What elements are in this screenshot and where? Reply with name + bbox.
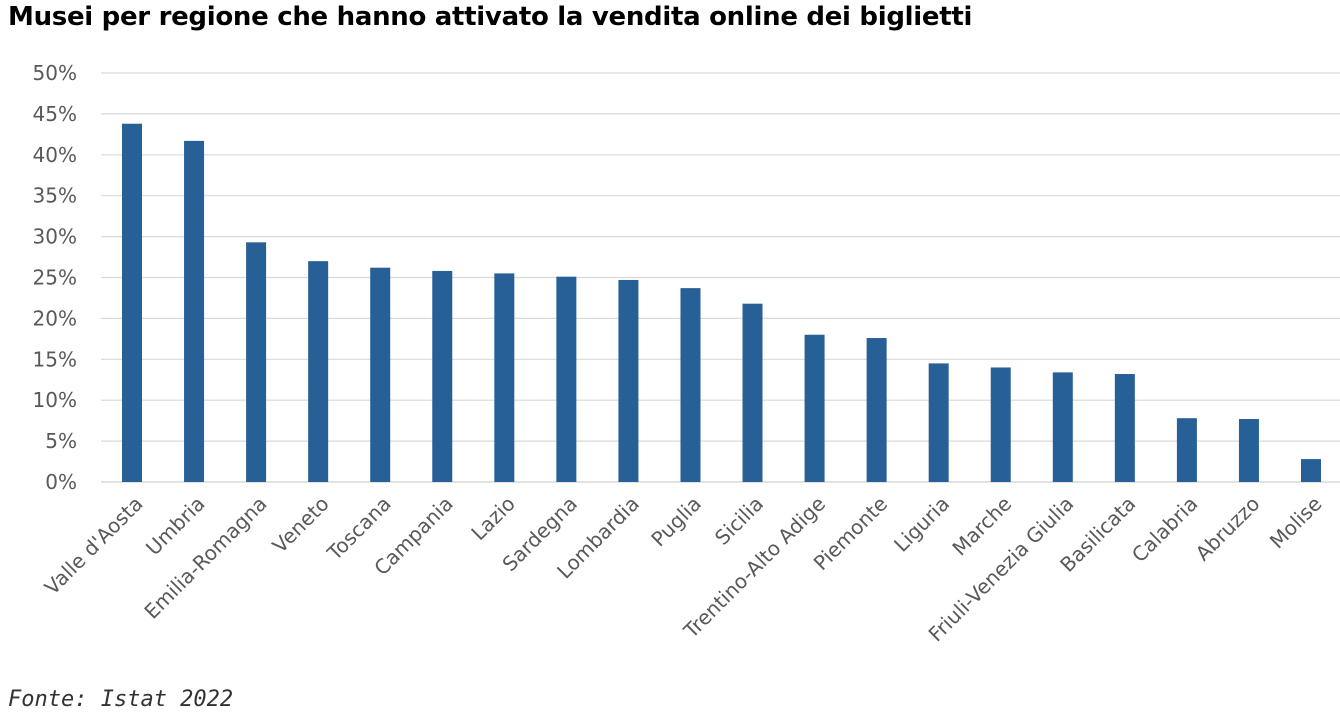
y-tick-label: 20% [33,306,77,330]
bar [1176,418,1197,482]
y-tick-label: 25% [33,266,77,290]
y-tick-label: 0% [45,470,77,494]
bars [122,123,1321,483]
bar-chart: 0% 5% 10% 15% 20% 25% 30% 35% 40% 45% 50% Valle d'… [33,61,1340,647]
y-tick-label: 15% [33,347,77,371]
bar [866,338,887,482]
bar [1238,419,1259,482]
bar [680,288,701,482]
x-tick-label: Sicilia [710,492,768,550]
x-tick-label: Calabria [1127,492,1202,567]
bar [432,270,453,482]
x-tick-label: Molise [1265,492,1327,554]
x-tick-label: Abruzzo [1191,492,1265,566]
bar [494,273,515,482]
bar [370,267,391,482]
bar [556,276,577,482]
source-note: Fonte: Istat 2022 [8,687,234,712]
gridlines [101,72,1340,483]
y-tick-label: 50% [33,61,77,85]
bar [184,140,205,483]
bar [990,367,1011,482]
x-tick-label: Puglia [646,492,706,552]
chart-title: Musei per regione che hanno attivato la … [8,2,973,32]
bar [928,363,949,482]
x-tick-label: Lazio [466,492,520,546]
bar [1114,374,1135,482]
y-tick-label: 30% [33,225,77,249]
bar [804,334,825,482]
bar [308,261,329,482]
x-axis-labels: Valle d'AostaUmbriaEmilia-RomagnaVenetoT… [40,492,1327,647]
y-tick-label: 10% [33,388,77,412]
bar [1301,459,1321,482]
bar [122,123,142,482]
bar [742,303,763,482]
bar [1052,372,1073,482]
bar [246,242,267,482]
y-tick-label: 40% [33,143,77,167]
y-tick-label: 35% [33,184,77,208]
bar [618,279,639,482]
x-tick-label: Liguria [889,492,954,557]
y-tick-label: 45% [33,102,77,126]
y-axis-ticks: 0% 5% 10% 15% 20% 25% 30% 35% 40% 45% 50% [33,61,77,494]
y-tick-label: 5% [45,429,77,453]
x-tick-label: Valle d'Aosta [40,492,148,600]
